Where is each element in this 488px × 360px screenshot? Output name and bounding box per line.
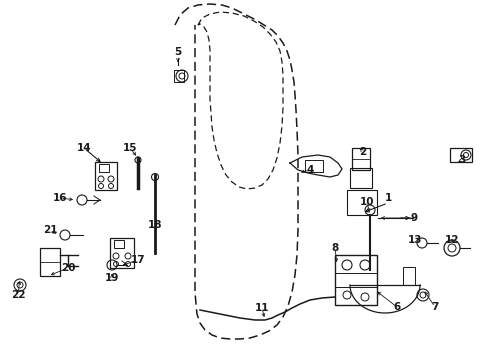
Bar [449,148,471,162]
Text: 12: 12 [444,235,458,245]
Bar [174,70,183,82]
Text: 14: 14 [77,143,91,153]
Bar [334,255,376,305]
Bar [99,164,109,172]
Text: 21: 21 [42,225,57,235]
Text: 13: 13 [407,235,421,245]
Bar [351,148,369,170]
Bar [305,160,323,172]
Bar [40,248,60,276]
Text: 4: 4 [305,165,313,175]
Text: 15: 15 [122,143,137,153]
Text: 17: 17 [130,255,145,265]
Bar [95,162,117,190]
Text: 7: 7 [430,302,438,312]
Bar [349,168,371,188]
Bar [110,238,134,268]
Text: 5: 5 [174,47,181,57]
Bar [346,190,376,215]
Text: 1: 1 [384,193,391,203]
Text: 9: 9 [409,213,417,223]
Text: 10: 10 [359,197,373,207]
Text: 8: 8 [331,243,338,253]
Text: 3: 3 [457,155,465,165]
Bar [402,267,414,285]
Text: 2: 2 [359,147,366,157]
Text: 19: 19 [104,273,119,283]
Bar [114,240,124,248]
Text: 16: 16 [53,193,67,203]
Text: 11: 11 [254,303,269,313]
Text: 22: 22 [11,290,25,300]
Text: 18: 18 [147,220,162,230]
Text: 6: 6 [392,302,400,312]
Text: 20: 20 [61,263,75,273]
